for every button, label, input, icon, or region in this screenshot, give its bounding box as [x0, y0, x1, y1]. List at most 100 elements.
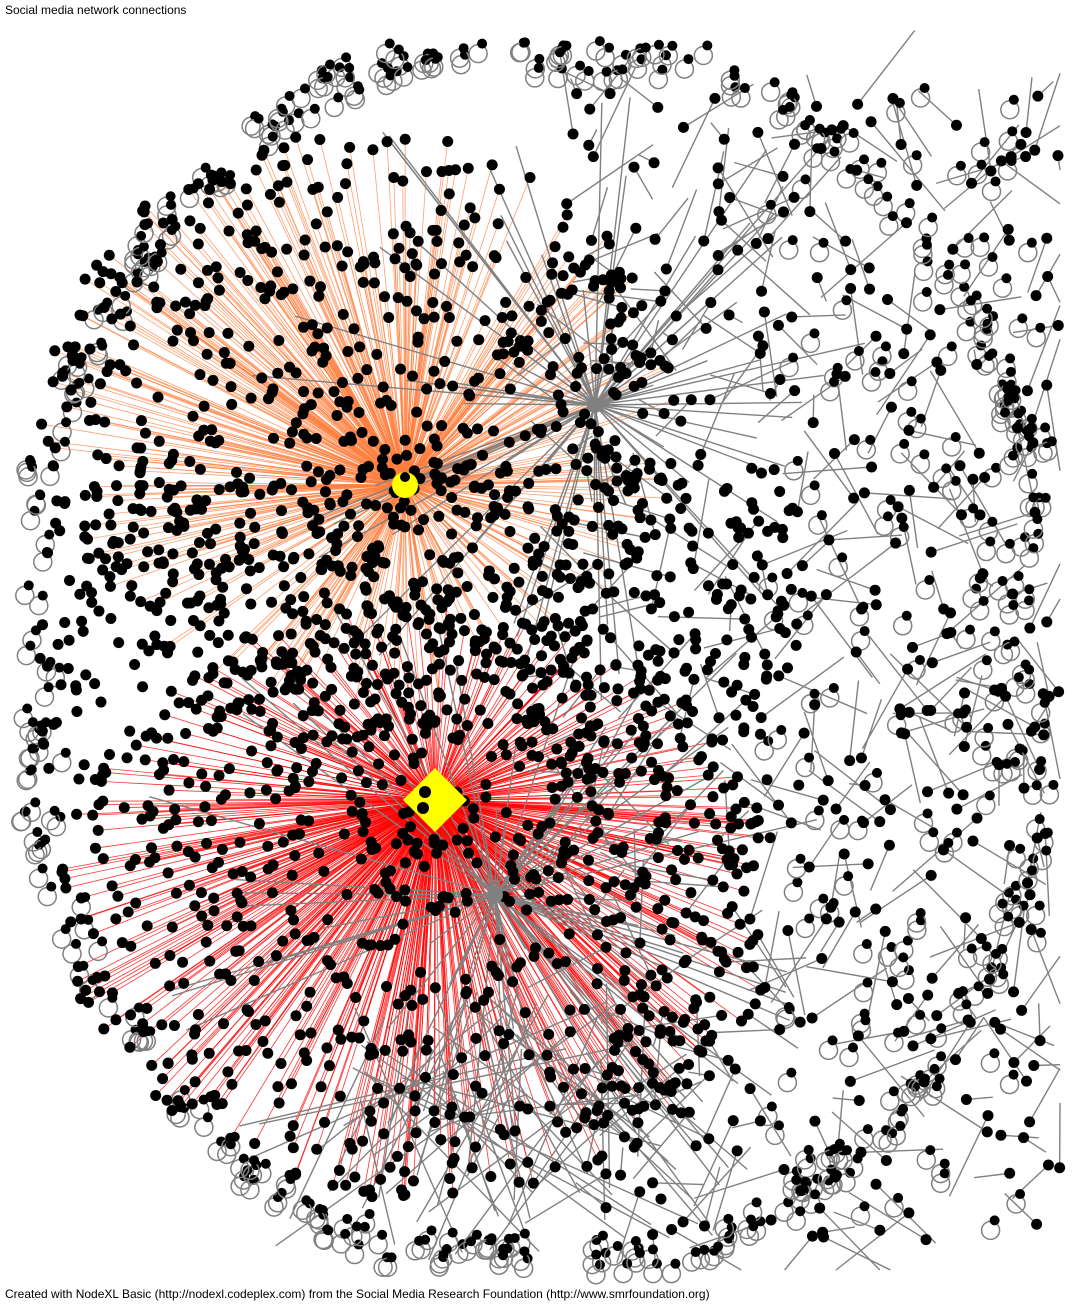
edge [434, 799, 510, 1035]
node [900, 217, 912, 229]
node [744, 1083, 756, 1095]
node [608, 387, 620, 399]
node [154, 596, 166, 608]
node [849, 906, 861, 918]
edge [857, 1035, 925, 1118]
node [955, 509, 967, 521]
node [603, 568, 615, 580]
node [805, 590, 817, 602]
node [1004, 839, 1016, 851]
edge [777, 324, 818, 366]
node [1027, 468, 1038, 479]
node [341, 978, 353, 990]
node [236, 866, 248, 878]
node [666, 1224, 678, 1236]
node [794, 1016, 806, 1028]
node [1031, 832, 1043, 844]
node [290, 131, 302, 143]
edge [963, 675, 983, 747]
node [321, 322, 333, 334]
node [273, 1097, 285, 1109]
node [402, 62, 413, 73]
node [146, 1059, 158, 1071]
node [399, 262, 411, 274]
node [752, 126, 764, 138]
node [756, 559, 768, 571]
node [953, 987, 965, 999]
edge [706, 616, 777, 678]
edge [432, 1026, 562, 1122]
node [773, 1120, 784, 1131]
node [165, 191, 176, 202]
edge [721, 219, 767, 262]
node [1002, 718, 1014, 730]
node [468, 812, 480, 824]
node [110, 285, 122, 297]
node [331, 240, 343, 252]
node [722, 1054, 734, 1066]
edge [820, 921, 840, 952]
node [870, 599, 882, 611]
node [584, 701, 596, 713]
node [848, 434, 860, 446]
node [436, 420, 448, 432]
node [271, 731, 283, 743]
node [1019, 532, 1030, 543]
node [397, 1045, 409, 1057]
node [833, 916, 845, 928]
edge [819, 519, 863, 610]
node [950, 119, 962, 131]
node [717, 578, 729, 590]
node [216, 167, 227, 178]
node [366, 659, 378, 671]
edge [404, 484, 559, 598]
node [321, 206, 333, 218]
node [677, 741, 689, 753]
node [509, 1125, 521, 1137]
node [865, 434, 876, 445]
node [730, 803, 742, 815]
node [552, 872, 564, 884]
node [606, 343, 618, 355]
node [171, 840, 183, 852]
edge [737, 249, 811, 316]
node [75, 892, 87, 904]
edge [749, 1088, 792, 1157]
node [233, 945, 245, 957]
edge [972, 840, 1047, 886]
node [838, 848, 850, 860]
edge [836, 373, 848, 451]
node [255, 281, 267, 293]
edge [434, 799, 520, 1183]
node [210, 261, 222, 273]
node [353, 520, 365, 532]
node [1013, 672, 1024, 683]
edge [867, 931, 886, 1018]
node [707, 791, 719, 803]
node [301, 664, 313, 676]
node [670, 310, 682, 322]
edge [848, 1191, 927, 1241]
node [524, 888, 536, 900]
node [470, 1032, 482, 1044]
edge [791, 314, 846, 318]
node [597, 445, 609, 457]
node [626, 272, 638, 284]
node [203, 558, 215, 570]
node [397, 175, 409, 187]
node [522, 1103, 534, 1115]
edge [434, 652, 585, 801]
node [598, 682, 610, 694]
node [334, 1090, 346, 1102]
edge [784, 1235, 814, 1271]
node [903, 424, 915, 436]
edge [665, 189, 698, 270]
edge [461, 386, 596, 406]
node [225, 381, 237, 393]
node [759, 981, 771, 993]
node [136, 230, 147, 241]
node [154, 297, 166, 309]
edge [404, 484, 518, 650]
node [984, 790, 995, 801]
node [321, 1042, 333, 1054]
